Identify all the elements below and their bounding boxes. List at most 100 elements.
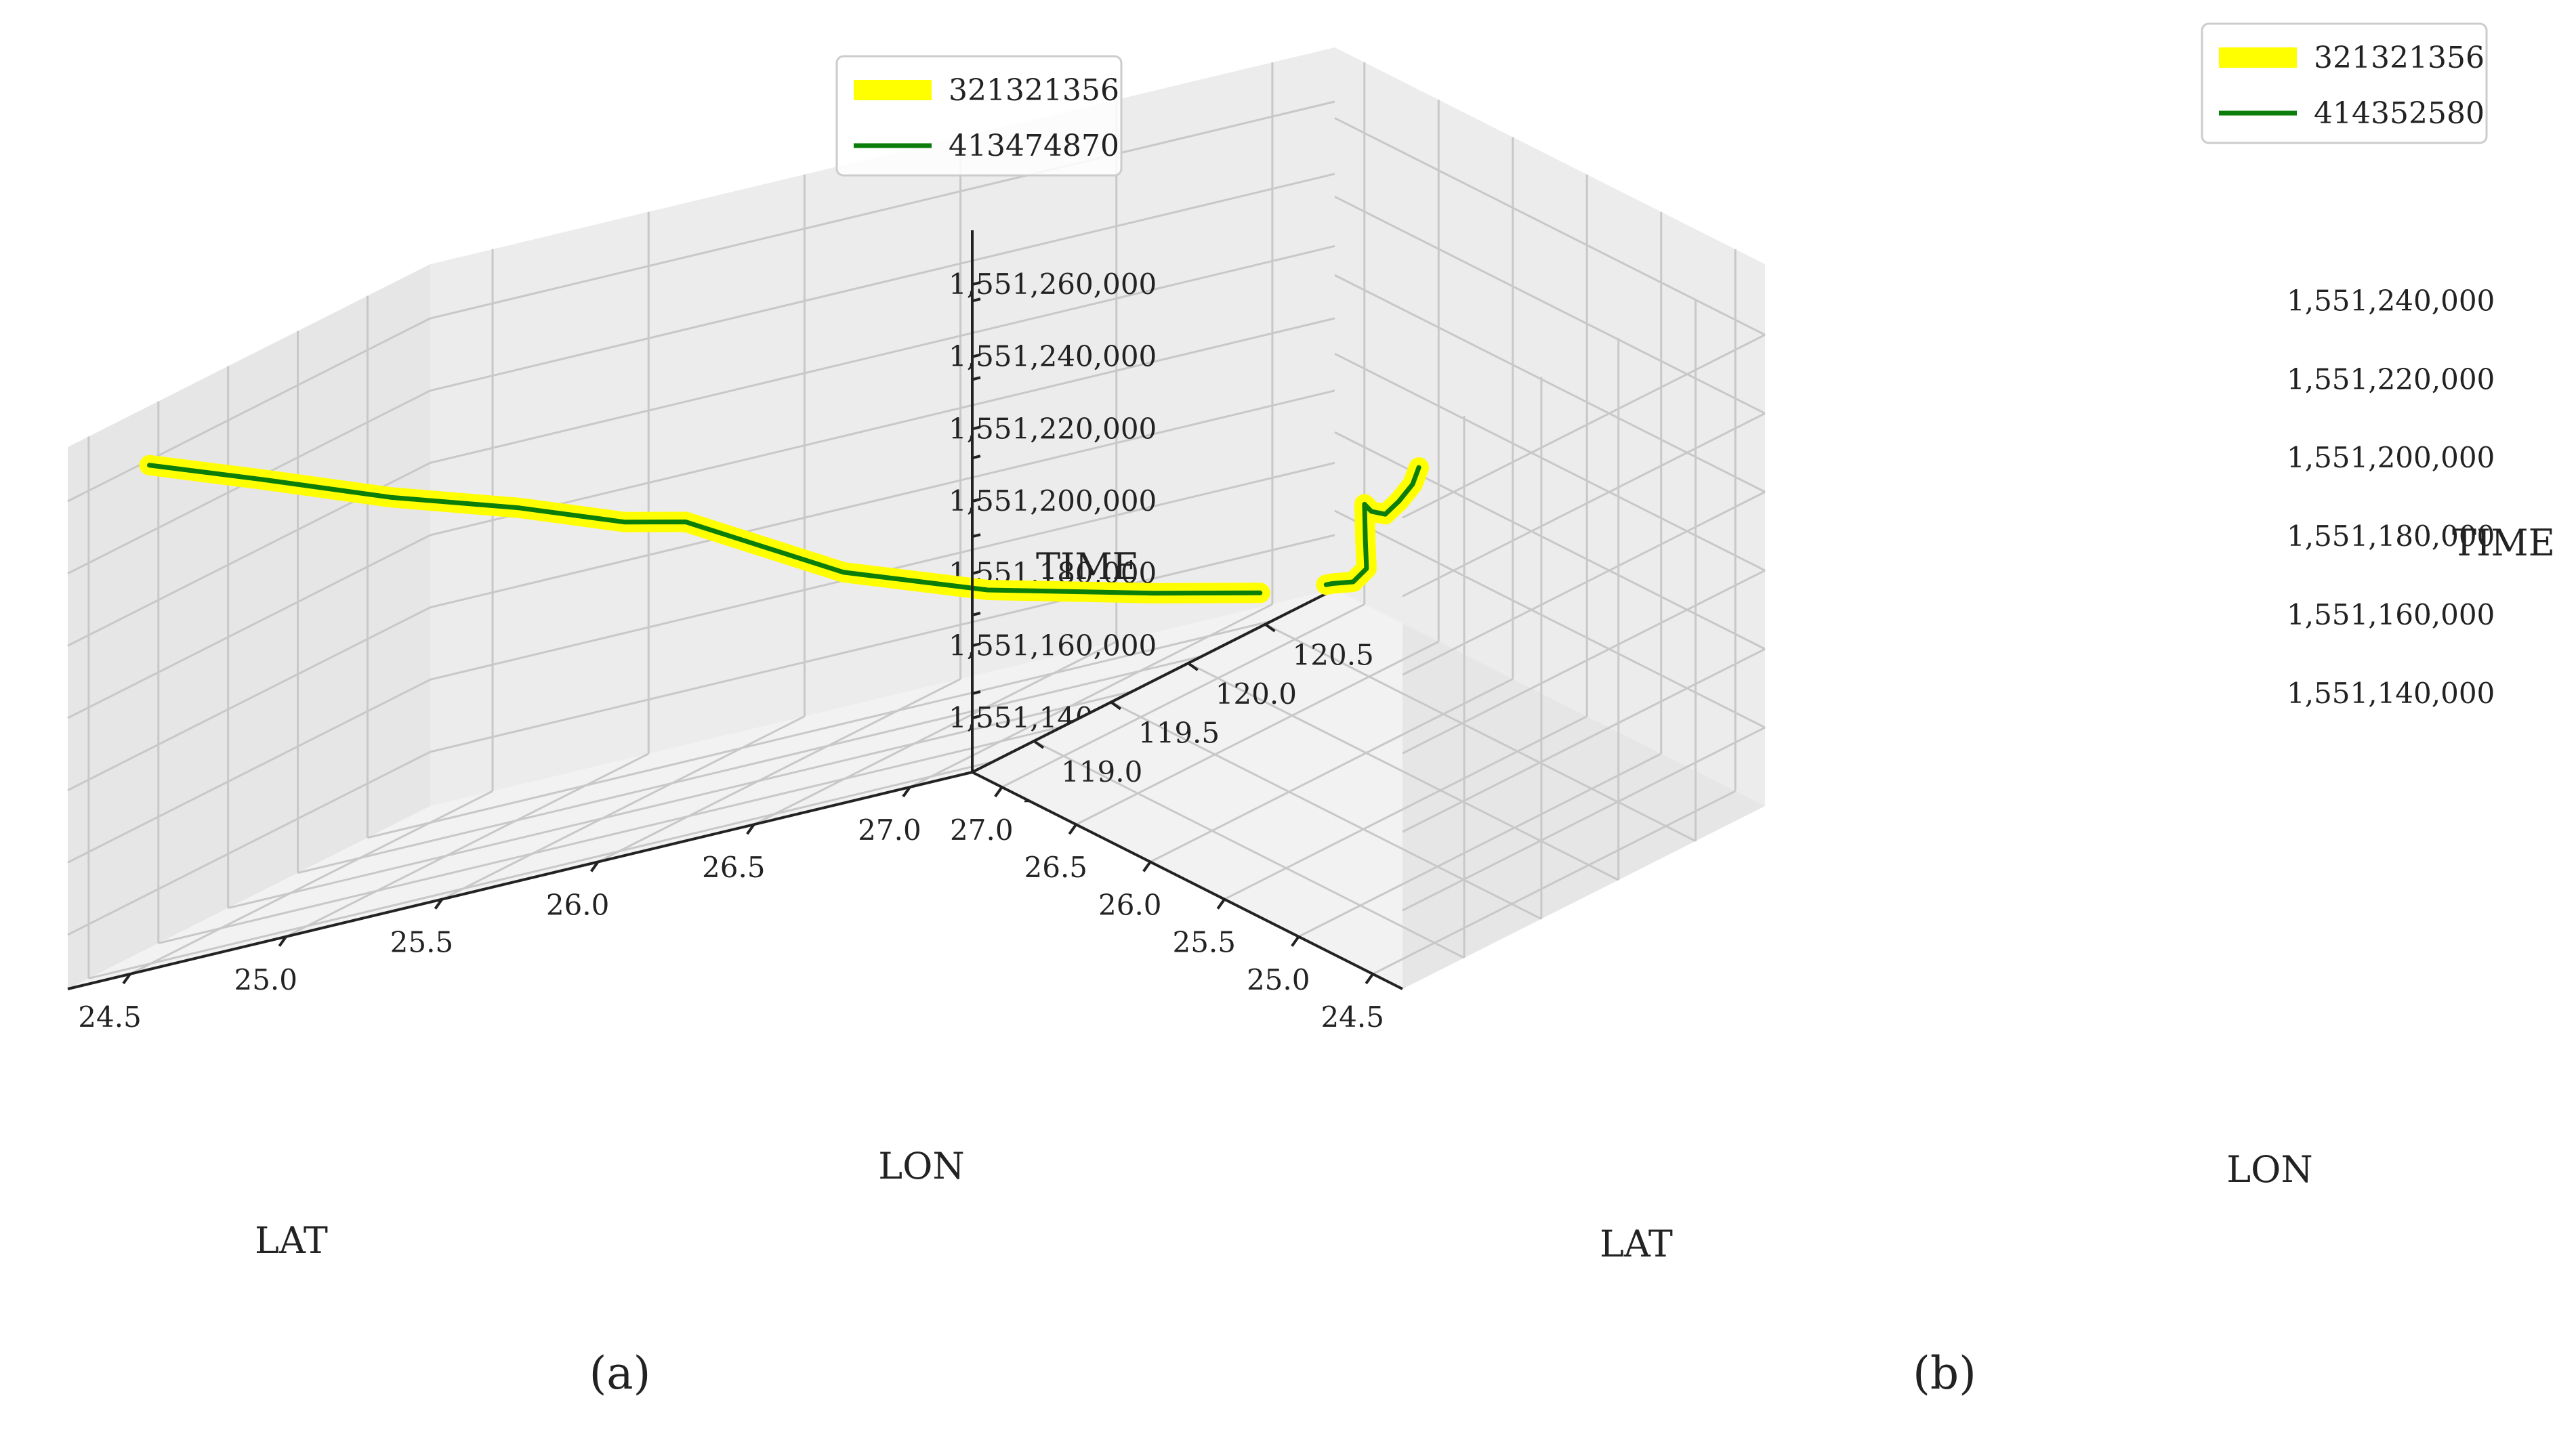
grid-line-time-left xyxy=(67,534,431,719)
time-tick-label: 1,551,260,000 xyxy=(949,268,1157,301)
lat-tick-label: 25.0 xyxy=(234,963,297,996)
lon-tick-label: 119.5 xyxy=(1138,717,1220,750)
lat-tick-mark xyxy=(1291,935,1300,947)
time-tick-mark xyxy=(972,376,981,381)
lat-axis-line xyxy=(67,771,973,990)
trajectory-line-track xyxy=(147,463,1263,596)
lat-tick-mark xyxy=(1068,824,1077,835)
lon-axis-line xyxy=(972,588,1335,774)
grid-line-time-back xyxy=(430,389,1335,609)
grid-line-time-back xyxy=(1334,352,1766,572)
panel-a: 24.525.025.526.026.527.0118.5119.0119.51… xyxy=(67,47,1381,1399)
time-tick-label: 1,551,220,000 xyxy=(949,412,1157,445)
grid-line-time-back xyxy=(1334,274,1766,493)
lat-tick-label: 25.5 xyxy=(1172,926,1236,959)
grid-line-time-back xyxy=(430,100,1335,320)
lat-tick-label: 26.0 xyxy=(546,888,610,921)
back-wall-pane xyxy=(1335,47,1765,806)
lat-tick-label: 24.5 xyxy=(78,1000,142,1034)
grid-line-time-left xyxy=(1402,412,1766,597)
grid-line-time-back xyxy=(1334,431,1766,650)
grid-line-lon-floor xyxy=(367,620,1272,839)
lon-tick-label: 120.0 xyxy=(1216,677,1297,711)
lat-tick-mark xyxy=(1216,898,1226,910)
lat-tick-label: 27.0 xyxy=(950,814,1014,847)
grid-line-time-left xyxy=(67,606,431,792)
grid-line-lon-floor xyxy=(228,690,1133,910)
lat-tick-label: 26.0 xyxy=(1098,888,1162,921)
time-tick-label: 1,551,200,000 xyxy=(949,484,1157,518)
lon-tick-label: 119.0 xyxy=(1061,755,1142,788)
grid-line-time-left xyxy=(67,678,431,864)
grid-line-time-back xyxy=(1334,117,1766,336)
grid-line-time-back xyxy=(430,317,1335,536)
lat-tick-mark xyxy=(122,973,131,985)
lat-tick-label: 26.5 xyxy=(702,851,766,884)
lat-axis-label: LAT xyxy=(255,1219,328,1262)
time-tick-label: 1,551,220,000 xyxy=(2287,362,2495,396)
lat-tick-mark xyxy=(902,786,911,798)
legend-entry-label: 321321356 xyxy=(949,73,1119,108)
grid-line-time-back xyxy=(430,534,1335,753)
legend-entry-label: 413474870 xyxy=(949,129,1119,163)
grid-line-time-back xyxy=(1334,195,1766,415)
grid-line-lon-floor xyxy=(158,725,1064,944)
panel-caption: (a) xyxy=(589,1347,651,1399)
grid-line-lat-floor xyxy=(1150,678,1514,863)
time-axis-label: TIME xyxy=(1036,545,1139,588)
grid-line-lon-floor xyxy=(1110,701,1542,920)
grid-line-lon-floor xyxy=(297,655,1203,874)
time-tick-mark xyxy=(972,455,981,460)
time-tick-label: 1,551,240,000 xyxy=(949,340,1157,373)
lon-tick-mark xyxy=(1187,662,1199,671)
lat-tick-label: 27.0 xyxy=(858,814,921,847)
time-tick-mark xyxy=(972,612,981,617)
grid-line-time-left xyxy=(1402,726,1766,912)
grid-line-lat-floor xyxy=(1224,715,1587,900)
lat-tick-mark xyxy=(278,935,287,947)
grid-line-time-left xyxy=(1402,569,1766,755)
grid-line-lon-floor xyxy=(1188,662,1619,881)
lon-tick-label: 120.5 xyxy=(1293,639,1374,672)
panel-caption: (b) xyxy=(1913,1347,1976,1399)
grid-line-time-back xyxy=(1334,509,1766,729)
lon-tick-mark xyxy=(1264,623,1276,633)
grid-line-lat-floor xyxy=(1372,790,1736,975)
grid-line-lon-floor xyxy=(88,760,994,979)
grid-line-time-left xyxy=(1402,490,1766,676)
lat-axis-label: LAT xyxy=(1600,1223,1673,1265)
legend-entry-label: 414352580 xyxy=(2314,96,2485,131)
lat-tick-mark xyxy=(589,861,600,872)
time-tick-mark xyxy=(972,533,981,538)
time-tick-label: 1,551,160,000 xyxy=(2287,598,2495,631)
trajectory-line-track xyxy=(1323,465,1421,587)
grid-line-time-left xyxy=(67,317,431,503)
lon-axis-label: LON xyxy=(2226,1148,2312,1191)
grid-line-time-back xyxy=(430,245,1335,464)
grid-line-lat-floor xyxy=(1075,640,1439,826)
time-tick-label: 1,551,240,000 xyxy=(2287,284,2495,317)
grid-line-time-left xyxy=(1402,648,1766,833)
time-tick-label: 1,551,200,000 xyxy=(2287,441,2495,474)
time-tick-mark xyxy=(972,690,981,695)
grid-line-time-back xyxy=(430,173,1335,392)
lat-tick-mark xyxy=(994,786,1003,798)
lon-axis-label: LON xyxy=(878,1145,964,1187)
grid-line-lon-floor xyxy=(1033,740,1465,959)
grid-line-lat-floor xyxy=(1298,753,1662,938)
lat-axis-line xyxy=(972,771,1403,990)
lon-tick-mark xyxy=(1110,700,1122,711)
time-tick-label: 1,551,160,000 xyxy=(949,629,1157,662)
lat-tick-label: 25.5 xyxy=(390,926,454,959)
grid-line-lat-floor xyxy=(1001,603,1365,788)
time-axis-label: TIME xyxy=(2452,522,2555,564)
legend-entry-label: 321321356 xyxy=(2314,41,2485,75)
grid-line-lon-floor xyxy=(1264,623,1697,843)
lon-tick-mark xyxy=(1033,740,1045,749)
time-tick-label: 1,551,180,000 xyxy=(2287,520,2495,553)
lat-tick-mark xyxy=(1365,973,1374,985)
time-tick-label: 1,551,140,000 xyxy=(2287,677,2495,710)
grid-line-time-left xyxy=(1402,334,1766,519)
panel-b: 24.5 25.0 25.5 26.0 26.5 27.0 119.0 119.5 120.0 1… xyxy=(950,22,2555,1399)
